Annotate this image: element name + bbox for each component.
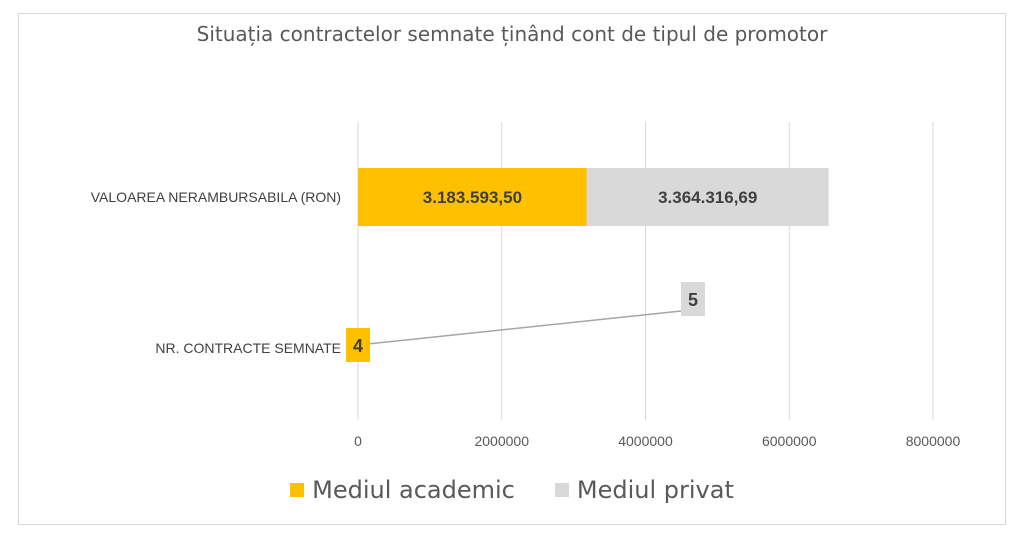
bar-value-1 xyxy=(586,168,829,226)
legend-swatch-academic xyxy=(290,483,305,497)
x-tick-label: 8000000 xyxy=(906,433,961,449)
legend-item-privat: Mediul privat xyxy=(554,476,734,504)
data-label-box-count-1 xyxy=(681,282,705,316)
x-tick-label: 2000000 xyxy=(474,433,529,449)
data-label-box-count-0 xyxy=(346,328,370,362)
bar-value-0 xyxy=(358,168,587,226)
leader-line xyxy=(357,310,682,346)
chart-frame xyxy=(18,13,1006,525)
legend-item-academic: Mediul academic xyxy=(290,476,515,504)
legend-label-privat: Mediul privat xyxy=(576,476,734,504)
category-label: VALOAREA NERAMBURSABILA (RON) xyxy=(91,189,341,205)
data-label-count-0: 4 xyxy=(353,336,363,356)
chart-title: Situația contractelor semnate ținând con… xyxy=(196,22,828,46)
x-tick-label: 6000000 xyxy=(762,433,817,449)
x-tick-label: 0 xyxy=(354,433,362,449)
legend-swatch-privat xyxy=(554,483,569,497)
data-label-value-1: 3.364.316,69 xyxy=(658,188,757,207)
data-label-value-0: 3.183.593,50 xyxy=(423,188,522,207)
x-tick-label: 4000000 xyxy=(618,433,673,449)
chart-legend: Mediul academic Mediul privat xyxy=(0,476,1024,504)
legend-label-academic: Mediul academic xyxy=(312,476,515,504)
category-label: NR. CONTRACTE SEMNATE xyxy=(155,340,341,356)
data-label-count-1: 5 xyxy=(688,290,698,310)
